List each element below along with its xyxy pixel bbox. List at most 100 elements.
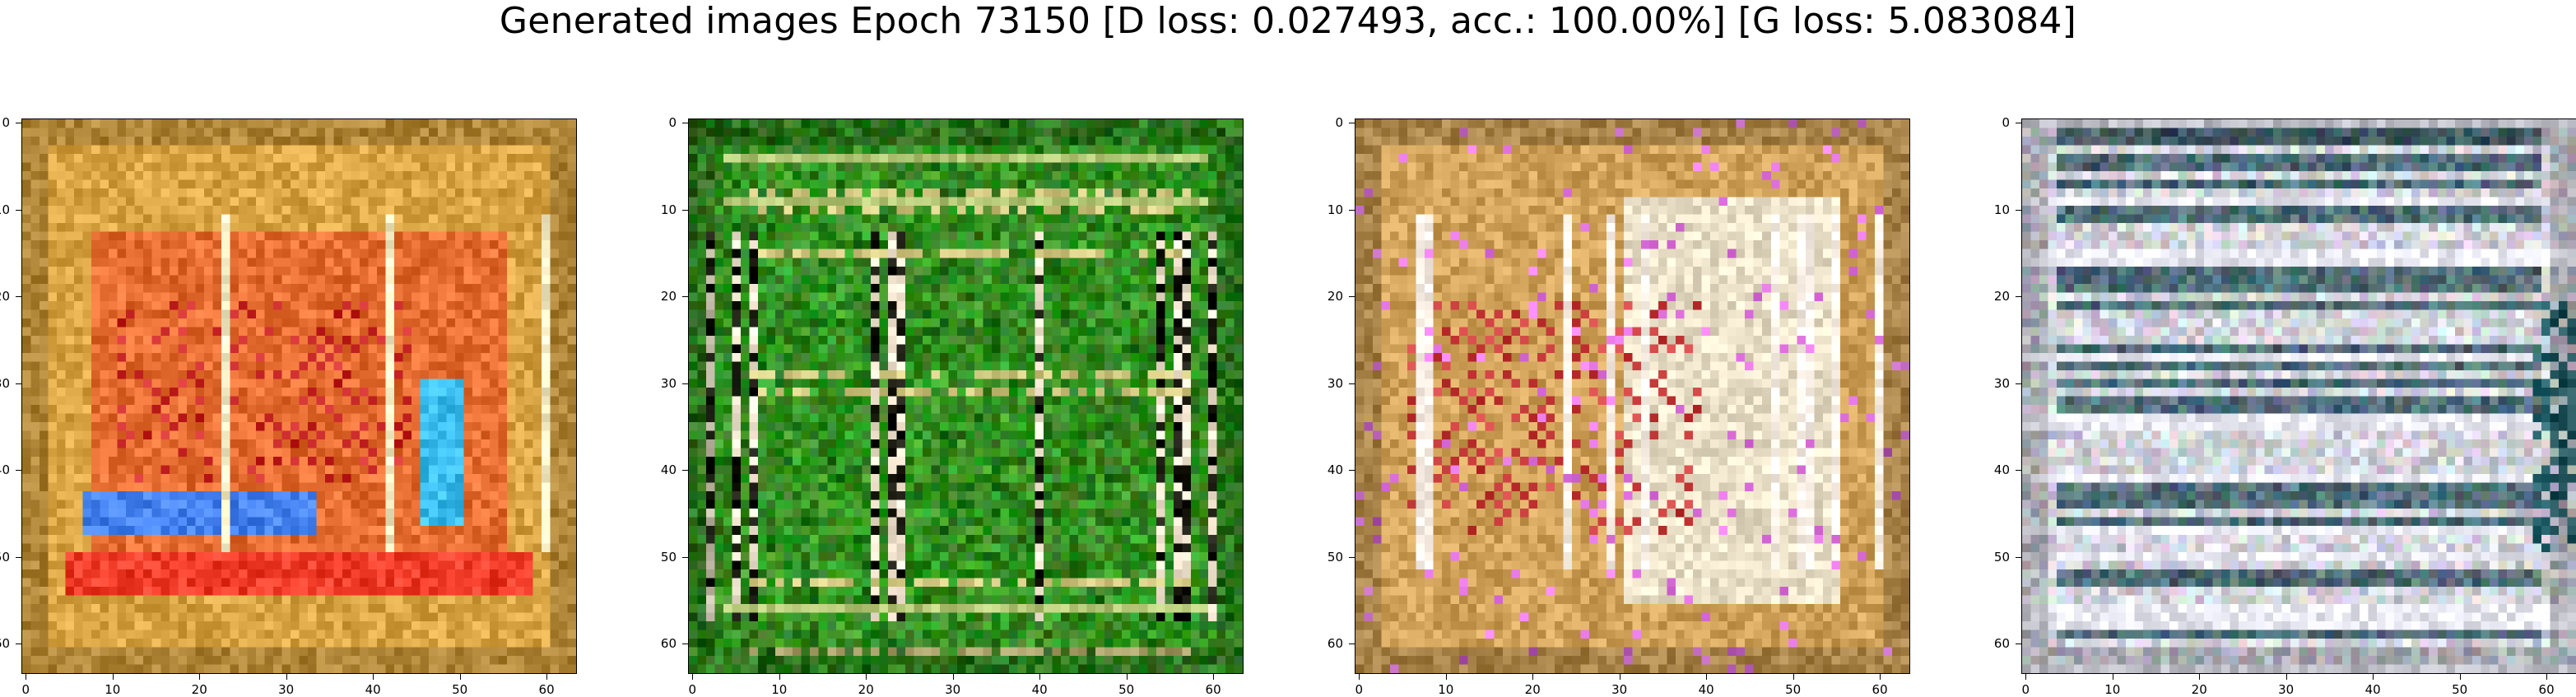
- y-tick-label: 20: [1993, 289, 2010, 304]
- y-tick-label: 50: [0, 549, 10, 565]
- generated-image-2: [688, 118, 1244, 674]
- x-tick-mark: [1793, 674, 1794, 680]
- x-tick-label: 40: [2364, 682, 2381, 697]
- y-tick-label: 50: [1327, 549, 1343, 565]
- x-tick-mark: [2373, 674, 2374, 680]
- generated-image-panel-3: 0 10 20 30 40 50 60 0 10 20 30 40 50 60: [1328, 116, 1910, 696]
- y-tick-label: 30: [0, 375, 10, 391]
- y-tick-mark: [16, 470, 21, 472]
- x-tick-mark: [286, 674, 287, 680]
- x-tick-label: 10: [1438, 682, 1454, 697]
- y-tick-label: 50: [660, 549, 677, 565]
- x-tick-mark: [692, 674, 694, 680]
- x-tick-label: 50: [1785, 682, 1802, 697]
- x-tick-mark: [112, 674, 114, 680]
- y-tick-label: 10: [1327, 202, 1343, 217]
- x-tick-mark: [1359, 674, 1360, 680]
- x-tick-label: 10: [771, 682, 788, 697]
- x-tick-mark: [2459, 674, 2461, 680]
- y-tick-mark: [1349, 556, 1355, 558]
- x-tick-label: 10: [2104, 682, 2121, 697]
- x-tick-label: 0: [21, 682, 30, 697]
- x-tick-label: 50: [1118, 682, 1135, 697]
- y-tick-label: 0: [1335, 115, 1343, 131]
- y-tick-mark: [682, 296, 688, 298]
- x-tick-mark: [1532, 674, 1534, 680]
- y-tick-label: 40: [1993, 462, 2010, 478]
- y-tick-mark: [682, 209, 688, 211]
- x-tick-mark: [1445, 674, 1447, 680]
- x-tick-label: 60: [2538, 682, 2555, 697]
- y-tick-mark: [2016, 556, 2021, 558]
- y-tick-mark: [2016, 383, 2021, 384]
- y-tick-label: 40: [1327, 462, 1343, 478]
- y-tick-mark: [2016, 209, 2021, 211]
- x-tick-label: 60: [538, 682, 555, 697]
- generated-image-1: [21, 118, 577, 674]
- x-tick-label: 30: [278, 682, 295, 697]
- y-tick-mark: [1349, 296, 1355, 298]
- x-tick-mark: [199, 674, 201, 680]
- y-tick-label: 30: [1327, 375, 1343, 391]
- y-tick-mark: [16, 296, 21, 298]
- y-tick-mark: [16, 556, 21, 558]
- x-tick-label: 0: [1355, 682, 1364, 697]
- y-tick-mark: [1349, 383, 1355, 384]
- y-tick-mark: [682, 383, 688, 384]
- x-tick-label: 30: [945, 682, 961, 697]
- x-tick-label: 60: [1205, 682, 1221, 697]
- generated-image-panel-4: 0 10 20 30 40 50 60 0 10 20 30 40 50 60: [1994, 116, 2576, 696]
- x-tick-mark: [1039, 674, 1041, 680]
- x-tick-mark: [866, 674, 867, 680]
- y-tick-mark: [2016, 470, 2021, 472]
- y-tick-label: 60: [0, 636, 10, 652]
- x-tick-label: 30: [2278, 682, 2295, 697]
- x-tick-mark: [1213, 674, 1215, 680]
- y-tick-mark: [2016, 296, 2021, 298]
- x-tick-mark: [373, 674, 374, 680]
- figure-title: Generated images Epoch 73150 [D loss: 0.…: [499, 0, 2077, 42]
- y-tick-label: 10: [0, 202, 10, 217]
- y-tick-label: 30: [1993, 375, 2010, 391]
- generated-image-panel-1: 0 10 20 30 40 50 60 0 10 20 30 40 50 60: [0, 116, 577, 696]
- x-tick-label: 20: [191, 682, 207, 697]
- x-tick-label: 20: [1524, 682, 1541, 697]
- x-tick-mark: [459, 674, 461, 680]
- x-tick-mark: [1126, 674, 1128, 680]
- x-tick-mark: [1706, 674, 1708, 680]
- x-tick-label: 0: [688, 682, 697, 697]
- y-tick-label: 60: [1327, 636, 1343, 652]
- y-tick-label: 0: [2002, 115, 2010, 131]
- y-tick-mark: [16, 383, 21, 384]
- y-tick-label: 60: [660, 636, 677, 652]
- x-tick-label: 0: [2021, 682, 2030, 697]
- x-tick-mark: [2546, 674, 2548, 680]
- y-tick-mark: [682, 556, 688, 558]
- x-tick-mark: [2285, 674, 2287, 680]
- x-tick-label: 10: [105, 682, 121, 697]
- x-tick-mark: [1880, 674, 1881, 680]
- y-tick-label: 40: [0, 462, 10, 478]
- x-tick-mark: [546, 674, 548, 680]
- x-tick-mark: [2025, 674, 2027, 680]
- x-tick-label: 50: [2452, 682, 2468, 697]
- y-tick-label: 40: [660, 462, 677, 478]
- y-tick-mark: [1349, 209, 1355, 211]
- generated-image-panel-2: 0 10 20 30 40 50 60 0 10 20 30 40 50 60: [661, 116, 1244, 696]
- y-tick-mark: [1349, 470, 1355, 472]
- x-tick-label: 40: [365, 682, 381, 697]
- x-tick-label: 20: [858, 682, 874, 697]
- y-tick-label: 20: [1327, 289, 1343, 304]
- x-tick-mark: [952, 674, 954, 680]
- generated-image-3: [1355, 118, 1910, 674]
- y-tick-label: 20: [0, 289, 10, 304]
- x-tick-mark: [2199, 674, 2201, 680]
- x-tick-label: 30: [1611, 682, 1628, 697]
- y-tick-label: 20: [660, 289, 677, 304]
- y-tick-mark: [682, 470, 688, 472]
- y-tick-label: 0: [668, 115, 677, 131]
- y-tick-label: 10: [660, 202, 677, 217]
- x-tick-mark: [779, 674, 780, 680]
- y-tick-label: 10: [1993, 202, 2010, 217]
- x-tick-label: 20: [2191, 682, 2207, 697]
